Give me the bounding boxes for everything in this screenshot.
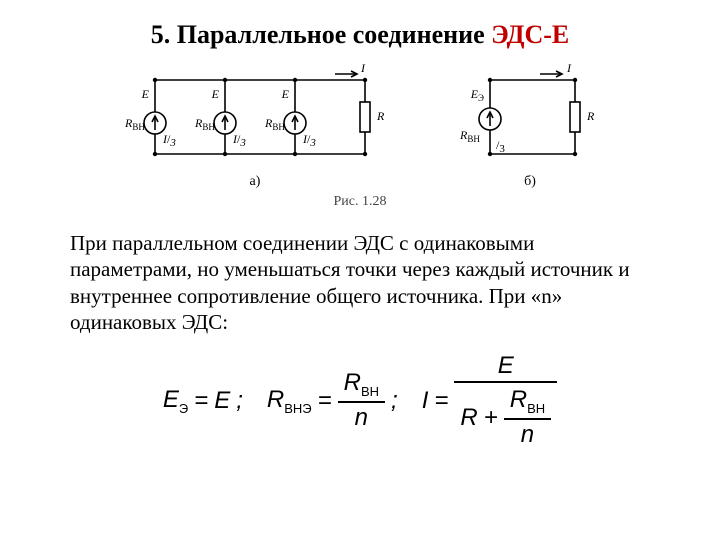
svg-text:E: E [281, 87, 290, 101]
eq2-num: R [344, 369, 361, 396]
circuit-a-sublabel: а) [105, 174, 405, 190]
formulas: EЭ = E; RВНЭ = RВН n ; I = E R + [60, 353, 660, 449]
eq3-num: E [492, 353, 520, 379]
svg-text:E: E [141, 87, 150, 101]
sep: ; [391, 387, 398, 415]
circuit-a: E RВН I/3 E RВН I/3 E RВН I/3 R I а) [105, 62, 405, 190]
eq1-lsub: Э [179, 401, 188, 416]
formula-1: EЭ = E; [163, 386, 243, 416]
eq3-inner-den: n [515, 422, 540, 448]
svg-text:I: I [566, 62, 572, 75]
title-prefix: 5. Параллельное соединение [151, 20, 491, 49]
svg-text:E: E [211, 87, 220, 101]
svg-text:I: I [360, 62, 366, 75]
eq2-lhs: R [267, 386, 284, 413]
svg-text:R: R [376, 109, 385, 123]
eq2-num-sub: ВН [361, 384, 379, 399]
svg-text:I/3: I/3 [232, 132, 246, 149]
eq1-lhs: E [163, 386, 179, 413]
circuit-b-svg: EЭ RВН/3 R I [445, 62, 615, 172]
eq2-lsub: ВНЭ [284, 401, 311, 416]
eq2-frac: RВН n [338, 370, 385, 431]
eq3-frac: E R + RВН n [454, 353, 557, 449]
figure-area: E RВН I/3 E RВН I/3 E RВН I/3 R I а) EЭ RВН/3 R I б) [60, 62, 660, 190]
svg-text:I/3: I/3 [162, 132, 176, 149]
eq3-inner-num-sub: ВН [527, 401, 545, 416]
figure-caption: Рис. 1.28 [60, 194, 660, 210]
svg-text:I/3: I/3 [302, 132, 316, 149]
svg-text:RВН: RВН [124, 116, 145, 132]
svg-text:R: R [586, 109, 595, 123]
circuit-b: EЭ RВН/3 R I б) [445, 62, 615, 190]
circuit-b-sublabel: б) [445, 174, 615, 190]
formula-3: I = E R + RВН n [422, 353, 557, 449]
eq3-den-R: R [460, 404, 477, 432]
sep: ; [236, 387, 243, 415]
formula-2: RВНЭ = RВН n ; [267, 370, 398, 431]
body-paragraph: При параллельном соединении ЭДС с одинак… [70, 230, 650, 335]
eq2-den: n [349, 405, 374, 431]
equals: = [434, 387, 448, 415]
svg-text:EЭ: EЭ [470, 87, 484, 103]
equals: = [194, 387, 208, 415]
eq3-inner-num: R [510, 386, 527, 413]
page-title: 5. Параллельное соединение ЭДС-Е [60, 20, 660, 50]
title-red: ЭДС-Е [491, 20, 569, 49]
plus: + [484, 404, 498, 432]
svg-text:RВН: RВН [194, 116, 215, 132]
eq1-rhs: E [214, 387, 230, 415]
equals: = [318, 387, 332, 415]
svg-text:RВН: RВН [264, 116, 285, 132]
svg-text:/3: /3 [496, 138, 505, 155]
circuit-a-svg: E RВН I/3 E RВН I/3 E RВН I/3 R I [105, 62, 405, 172]
eq3-lhs: I [422, 387, 429, 415]
svg-text:RВН: RВН [459, 128, 480, 144]
eq3-inner-frac: RВН n [504, 387, 551, 448]
